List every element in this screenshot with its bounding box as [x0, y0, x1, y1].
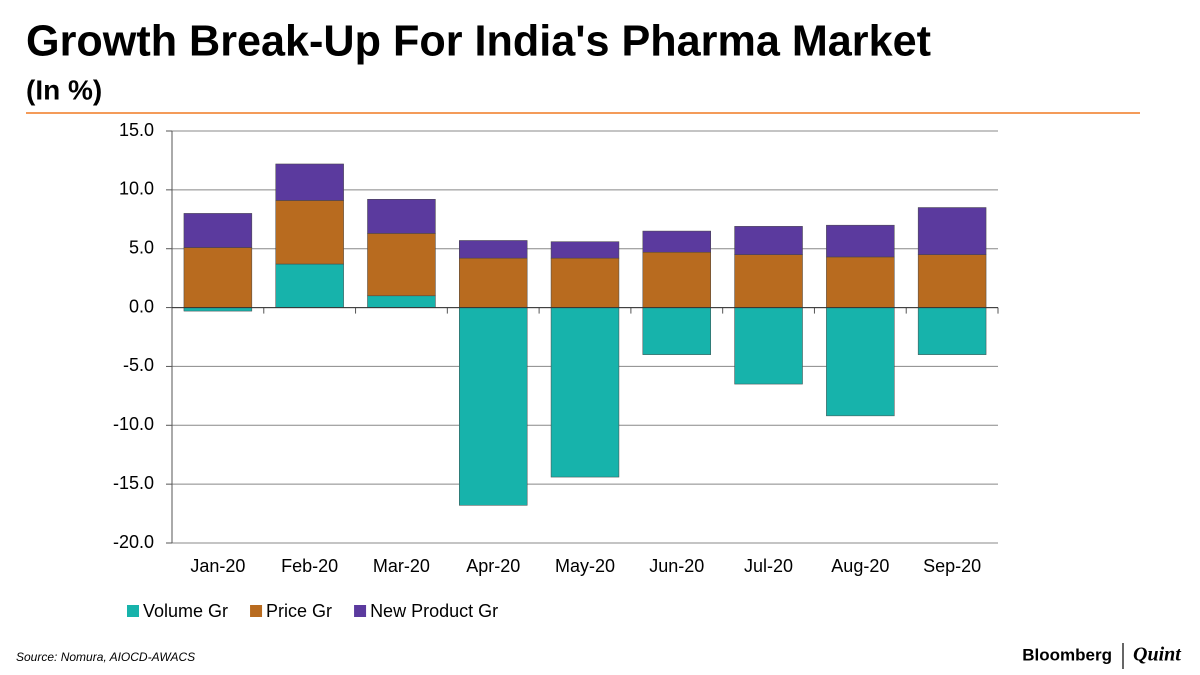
y-tick-label: -20.0	[113, 532, 154, 552]
y-tick-label: 5.0	[129, 237, 154, 257]
y-tick-label: -5.0	[123, 355, 154, 375]
x-tick-label: Apr-20	[466, 556, 520, 576]
x-tick-label: Mar-20	[373, 556, 430, 576]
bar	[826, 256, 895, 308]
legend-label: Price Gr	[266, 601, 332, 621]
legend-swatch	[250, 605, 263, 617]
bar	[183, 307, 253, 312]
bar	[734, 307, 803, 385]
bar	[367, 233, 436, 297]
x-tick-label: May-20	[555, 556, 615, 576]
bar	[459, 257, 528, 308]
bar	[734, 226, 803, 255]
brand: Quint	[1133, 644, 1182, 666]
bar	[459, 240, 528, 259]
bar	[459, 307, 528, 506]
bar	[275, 163, 344, 201]
brand: Bloomberg	[1022, 645, 1112, 664]
bar	[550, 257, 620, 308]
x-tick-label: Jan-20	[190, 556, 245, 576]
legend-swatch	[354, 605, 367, 617]
bar	[642, 307, 711, 355]
bar	[826, 307, 895, 417]
bar	[642, 251, 711, 308]
y-tick-label: -15.0	[113, 473, 154, 493]
y-tick-label: 15.0	[119, 120, 154, 140]
bar	[550, 307, 620, 478]
bar	[917, 254, 987, 308]
bar	[826, 224, 895, 258]
legend-swatch	[127, 605, 139, 617]
bar	[734, 254, 803, 308]
chart-title: Growth Break-Up For India's Pharma Marke…	[26, 17, 931, 66]
y-tick-label: 10.0	[119, 179, 154, 199]
bar	[917, 207, 987, 255]
x-tick-label: Jun-20	[649, 556, 704, 576]
y-tick-label: 0.0	[129, 296, 154, 316]
bar	[642, 230, 711, 253]
bar	[917, 307, 987, 355]
source: Source: Nomura, AIOCD-AWACS	[16, 650, 195, 664]
chart-subtitle: (In %)	[26, 74, 102, 105]
legend-label: New Product Gr	[370, 601, 498, 621]
y-tick-label: -10.0	[113, 414, 154, 434]
bar	[367, 199, 436, 234]
bar	[550, 241, 620, 259]
bar	[183, 247, 253, 308]
bar	[275, 263, 344, 308]
x-tick-label: Feb-20	[281, 556, 338, 576]
bar	[275, 200, 344, 265]
bar	[367, 295, 436, 308]
bar	[183, 213, 253, 248]
x-tick-label: Jul-20	[744, 556, 793, 576]
legend-label: Volume Gr	[143, 601, 228, 621]
x-tick-label: Sep-20	[923, 556, 981, 576]
x-tick-label: Aug-20	[831, 556, 889, 576]
